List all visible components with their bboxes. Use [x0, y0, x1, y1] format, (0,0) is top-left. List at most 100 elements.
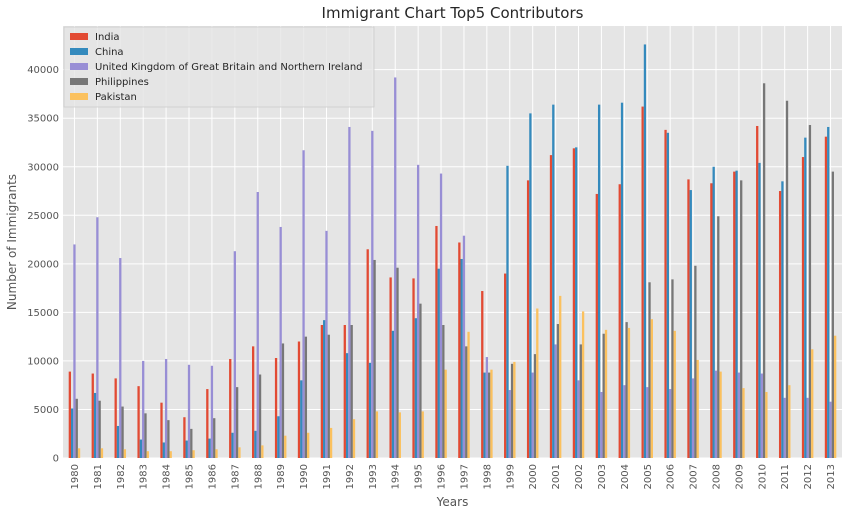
bar-1985-series-2 — [187, 364, 191, 458]
bar-2006-series-0 — [664, 129, 667, 459]
bar-2007-series-2 — [691, 378, 695, 458]
bar-2012-series-1 — [804, 137, 807, 458]
y-tick-label: 30000 — [27, 162, 59, 173]
bar-1997-series-4 — [467, 331, 470, 458]
bar-1987-series-4 — [238, 447, 241, 458]
x-tick-labels: 1980 1981 1982 1983 1984 1985 1986 1987 1988 1989… — [70, 464, 837, 489]
bar-1984-series-3 — [167, 420, 170, 458]
bar-2005-series-0 — [641, 106, 644, 458]
legend-swatch — [70, 48, 88, 55]
x-tick-label: 1999 — [505, 464, 516, 489]
bar-2004-series-4 — [627, 327, 631, 458]
bar-1996-series-0 — [435, 225, 438, 458]
bar-2001-series-3 — [556, 324, 560, 458]
bar-1981-series-1 — [93, 392, 97, 458]
x-tick-label: 1985 — [185, 464, 196, 489]
bar-1980-series-0 — [68, 371, 72, 458]
bar-1989-series-4 — [284, 435, 287, 458]
bar-2000-series-4 — [536, 308, 539, 458]
x-tick-label: 1994 — [391, 464, 402, 489]
bar-2003-series-4 — [604, 329, 608, 458]
bar-1982-series-0 — [114, 378, 117, 458]
bar-2008-series-3 — [717, 216, 720, 458]
x-tick-label: 2005 — [643, 464, 654, 489]
legend-label: India — [95, 32, 120, 43]
bar-1984-series-0 — [160, 402, 163, 458]
x-tick-label: 1995 — [414, 464, 425, 489]
bar-1986-series-1 — [208, 438, 211, 458]
bar-2003-series-2 — [600, 391, 603, 458]
x-tick-label: 1998 — [482, 464, 493, 489]
x-tick-label: 2008 — [711, 464, 722, 489]
bar-2011-series-2 — [783, 397, 786, 458]
x-tick-label: 2004 — [620, 464, 631, 489]
bar-1990-series-1 — [300, 380, 303, 458]
bar-2006-series-3 — [671, 279, 674, 458]
y-axis-label: Number of Immigrants — [5, 174, 19, 310]
bar-1997-series-2 — [462, 235, 466, 458]
bar-2000-series-3 — [533, 354, 537, 458]
x-tick-label: 2010 — [757, 464, 768, 489]
bar-1991-series-2 — [325, 230, 328, 458]
legend: India China United Kingdom of Great Britai… — [63, 26, 375, 108]
bar-2006-series-4 — [673, 330, 676, 458]
bar-2009-series-1 — [735, 170, 738, 458]
bar-1988-series-2 — [256, 192, 259, 458]
bar-2008-series-1 — [712, 166, 715, 458]
bar-1993-series-0 — [366, 249, 369, 458]
bar-1986-series-3 — [213, 418, 216, 458]
bar-1983-series-3 — [144, 413, 147, 458]
bar-1983-series-1 — [139, 439, 143, 458]
bar-1992-series-1 — [345, 353, 349, 458]
bar-1989-series-1 — [277, 416, 280, 458]
x-tick-label: 2003 — [597, 464, 608, 489]
bar-2007-series-1 — [689, 190, 692, 458]
bar-1996-series-1 — [437, 268, 440, 458]
bar-1983-series-4 — [146, 451, 149, 458]
legend-label: China — [95, 47, 124, 58]
bar-2004-series-3 — [625, 322, 628, 458]
bar-1988-series-3 — [258, 374, 262, 458]
bar-1999-series-2 — [508, 390, 511, 458]
x-tick-label: 2000 — [528, 464, 539, 489]
bar-1980-series-2 — [73, 244, 76, 458]
bar-1986-series-4 — [215, 449, 218, 458]
bar-1991-series-3 — [327, 334, 330, 458]
bar-1981-series-3 — [98, 400, 101, 458]
bar-1999-series-0 — [504, 273, 507, 458]
x-tick-label: 2001 — [551, 464, 562, 489]
bar-1996-series-3 — [442, 325, 445, 458]
bar-1998-series-0 — [481, 291, 484, 458]
bar-2007-series-0 — [687, 179, 690, 458]
bar-1981-series-4 — [100, 448, 104, 458]
bar-2000-series-2 — [531, 372, 534, 458]
x-tick-label: 1997 — [459, 464, 470, 489]
bar-1995-series-4 — [421, 411, 424, 458]
x-tick-label: 2009 — [734, 464, 745, 489]
bar-1981-series-0 — [91, 373, 94, 458]
x-tick-label: 1982 — [116, 464, 127, 489]
x-tick-label: 1988 — [253, 464, 264, 489]
bar-1993-series-2 — [371, 130, 374, 458]
bar-2012-series-0 — [801, 157, 805, 458]
bar-1997-series-0 — [458, 242, 461, 458]
bar-1989-series-0 — [274, 358, 278, 458]
y-tick-label: 40000 — [27, 65, 59, 76]
x-tick-label: 1993 — [368, 464, 379, 489]
bar-2010-series-3 — [762, 83, 766, 459]
y-tick-label: 0 — [53, 454, 59, 465]
bar-2013-series-2 — [829, 401, 832, 458]
bar-1985-series-3 — [190, 428, 193, 458]
bar-1990-series-4 — [307, 432, 310, 458]
bar-2002-series-3 — [579, 344, 582, 458]
bar-2000-series-1 — [529, 113, 532, 458]
bar-1981-series-2 — [96, 217, 99, 458]
bar-1987-series-0 — [229, 358, 232, 458]
bar-1996-series-4 — [444, 369, 447, 458]
bars — [68, 44, 837, 459]
bar-2013-series-4 — [833, 335, 837, 458]
y-tick-label: 20000 — [27, 259, 59, 270]
bar-1991-series-1 — [323, 320, 326, 458]
bar-2006-series-2 — [669, 389, 672, 458]
y-tick-label: 5000 — [34, 405, 59, 416]
